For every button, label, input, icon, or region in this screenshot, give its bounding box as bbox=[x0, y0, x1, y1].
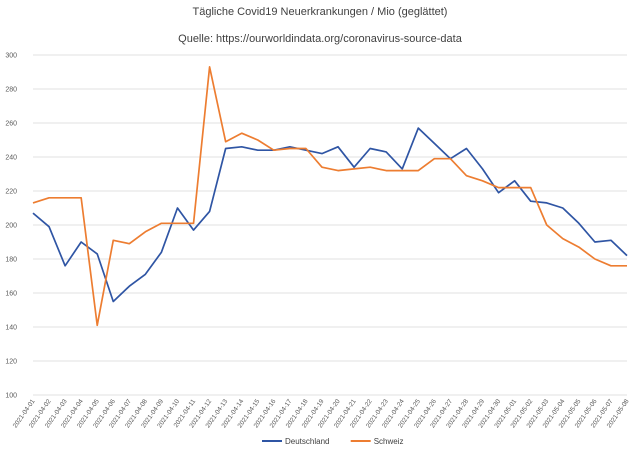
y-tick-label: 300 bbox=[5, 53, 17, 60]
y-tick-label: 280 bbox=[5, 87, 17, 94]
y-tick-label: 100 bbox=[5, 393, 17, 400]
y-tick-label: 160 bbox=[5, 291, 17, 298]
y-tick-label: 200 bbox=[5, 223, 17, 230]
series-line-deutschland bbox=[32, 127, 628, 303]
y-tick-label: 140 bbox=[5, 325, 17, 332]
series-lines bbox=[32, 66, 628, 327]
legend-label: Schweiz bbox=[374, 437, 404, 446]
y-tick-label: 120 bbox=[5, 359, 17, 366]
chart-subtitle: Quelle: https://ourworldindata.org/coron… bbox=[178, 33, 462, 45]
gridlines bbox=[33, 54, 627, 396]
y-axis-ticks: 100 120 140 160 180 200 220 240 260 280 300 bbox=[5, 53, 17, 400]
x-axis-ticks: 2021-04-012021-04-022021-04-032021-04-04… bbox=[12, 398, 631, 430]
y-tick-label: 260 bbox=[5, 121, 17, 128]
series-line-schweiz bbox=[32, 66, 627, 327]
y-tick-label: 240 bbox=[5, 155, 17, 162]
legend: Deutschland Schweiz bbox=[262, 437, 403, 446]
y-tick-label: 180 bbox=[5, 257, 17, 264]
y-tick-label: 220 bbox=[5, 189, 17, 196]
chart-title: Tägliche Covid19 Neuerkrankungen / Mio (… bbox=[192, 6, 448, 18]
legend-label: Deutschland bbox=[285, 437, 329, 446]
